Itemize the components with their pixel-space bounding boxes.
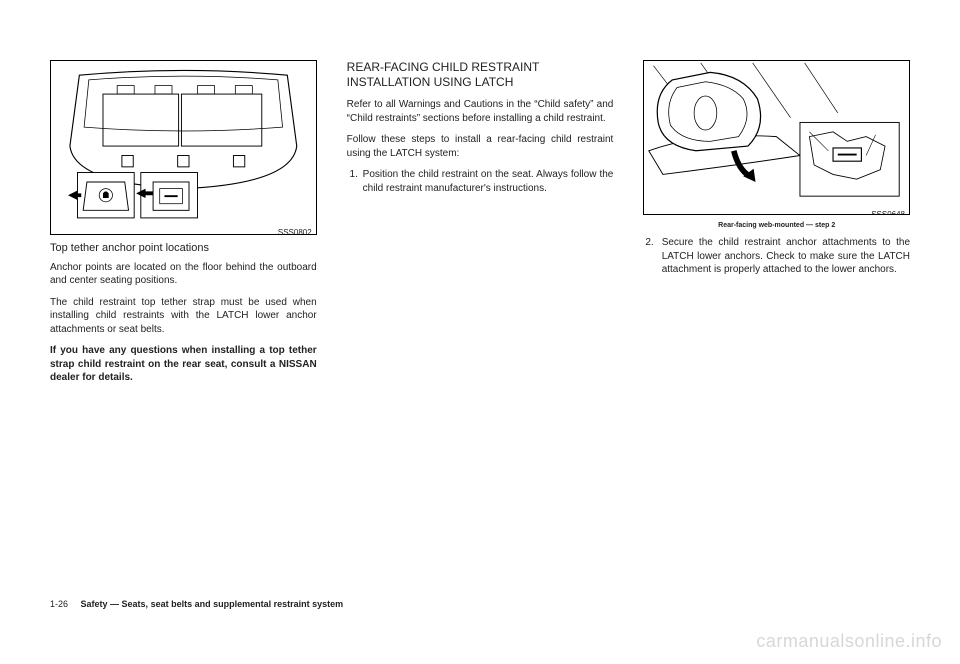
figure-caption-2: Rear-facing web-mounted — step 2 <box>643 221 910 230</box>
watermark-text: carmanualsonline.info <box>756 631 942 652</box>
page-footer: 1-26 Safety — Seats, seat belts and supp… <box>50 599 343 609</box>
tether-diagram-svg <box>51 61 316 226</box>
page-content: SSS0802 Top tether anchor point location… <box>0 0 960 433</box>
rear-facing-diagram-svg <box>644 61 909 208</box>
section-title: Safety — Seats, seat belts and supplemen… <box>81 599 344 609</box>
figure-tether-anchor: SSS0802 <box>50 60 317 235</box>
install-steps-list-2: Secure the child restraint anchor attach… <box>643 236 910 277</box>
page-number: 1-26 <box>50 599 68 609</box>
col1-p3: If you have any questions when installin… <box>50 344 317 385</box>
figure-label-2: SSS0648 <box>644 208 909 216</box>
figure-label-1: SSS0802 <box>51 226 316 235</box>
col1-p1: Anchor points are located on the floor b… <box>50 261 317 288</box>
subheading-tether: Top tether anchor point locations <box>50 241 317 256</box>
column-1: SSS0802 Top tether anchor point location… <box>50 60 317 393</box>
column-2: REAR-FACING CHILD RESTRAINT INSTALLATION… <box>347 60 614 393</box>
col2-p1: Refer to all Warnings and Cautions in th… <box>347 98 614 125</box>
heading-rear-facing: REAR-FACING CHILD RESTRAINT INSTALLATION… <box>347 60 614 90</box>
step-2: Secure the child restraint anchor attach… <box>643 236 910 277</box>
figure-rear-facing: SSS0648 <box>643 60 910 215</box>
column-3: SSS0648 Rear-facing web-mounted — step 2… <box>643 60 910 393</box>
col2-p2: Follow these steps to install a rear-fac… <box>347 133 614 160</box>
install-steps-list-1: Position the child restraint on the seat… <box>361 168 614 195</box>
step-1: Position the child restraint on the seat… <box>361 168 614 195</box>
col1-p2: The child restraint top tether strap mus… <box>50 296 317 337</box>
step-2-text: Secure the child restraint anchor attach… <box>662 236 910 277</box>
